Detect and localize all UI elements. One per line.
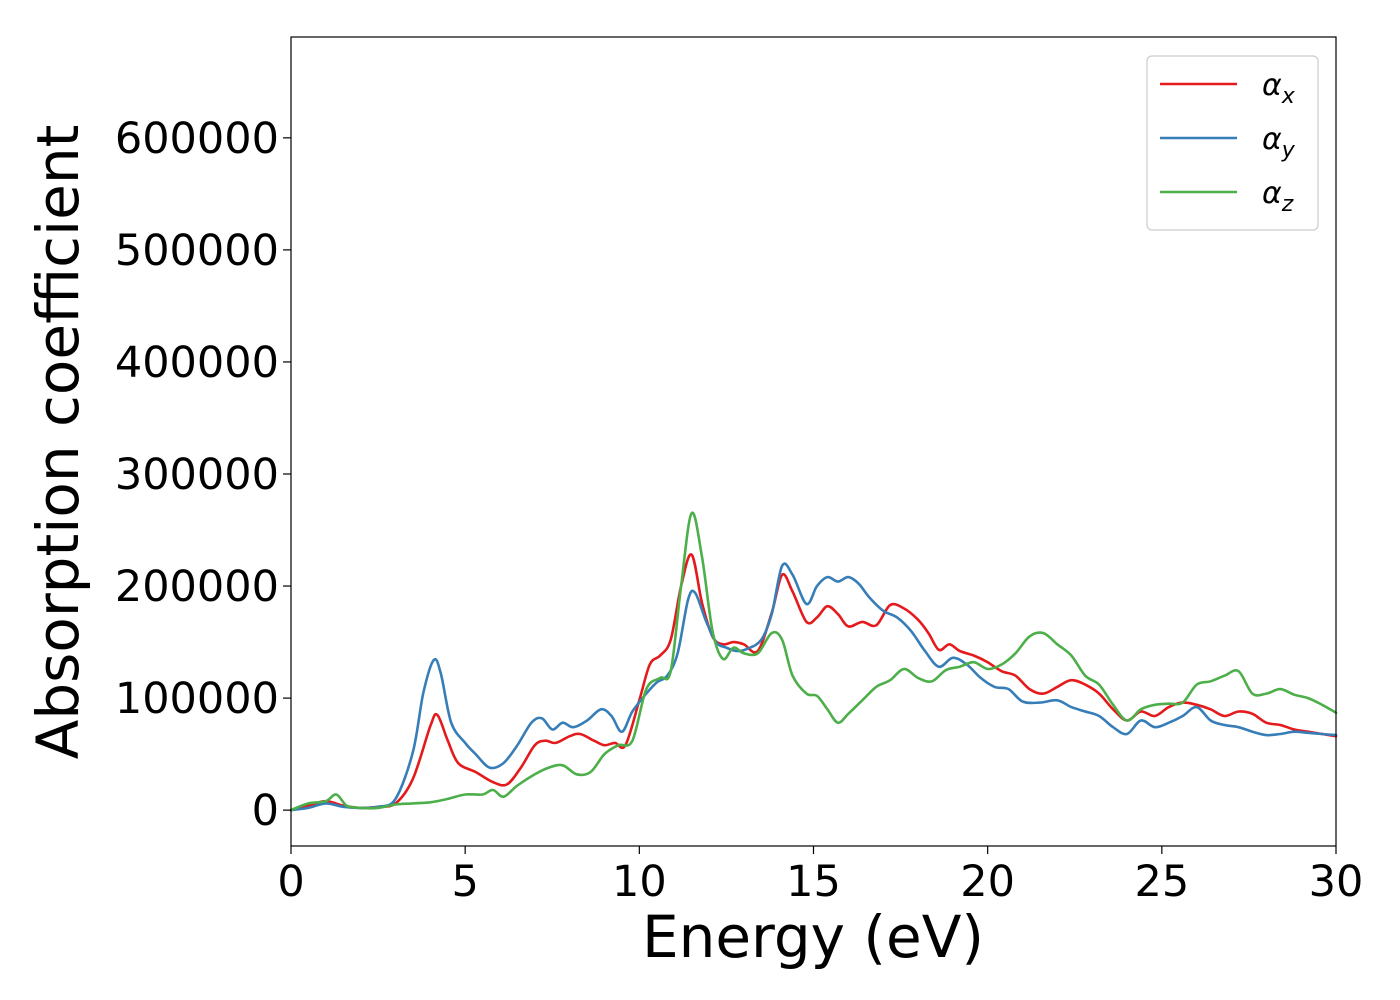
legend: αx αy αz (1146, 55, 1319, 231)
legend-label-y: αy (1262, 122, 1296, 163)
x-tick-label: 10 (612, 857, 667, 907)
series-group (289, 511, 1338, 812)
y-axis: 0 100000 200000 300000 400000 500000 600000 (115, 114, 291, 836)
series-line-x (289, 553, 1338, 812)
x-tick-label: 25 (1134, 857, 1189, 907)
y-tick-label: 0 (252, 786, 279, 836)
x-axis-title: Energy (eV) (642, 903, 984, 971)
x-tick-label: 30 (1309, 857, 1364, 907)
x-tick-label: 20 (960, 857, 1015, 907)
x-tick-label: 0 (277, 857, 304, 907)
x-axis: 0 5 10 15 20 25 30 (277, 846, 1363, 907)
series-line-y (289, 562, 1338, 812)
x-tick-label: 15 (786, 857, 841, 907)
series-line-z (289, 511, 1338, 812)
legend-label-x: αx (1262, 68, 1296, 109)
y-tick-label: 400000 (115, 338, 279, 388)
y-axis-title: Absorption coefficient (24, 125, 92, 760)
y-tick-label: 200000 (115, 562, 279, 612)
legend-label-z: αz (1262, 176, 1294, 217)
legend-box (1146, 55, 1319, 231)
y-tick-label: 300000 (115, 450, 279, 500)
y-tick-label: 600000 (115, 114, 279, 164)
y-tick-label: 500000 (115, 226, 279, 276)
x-tick-label: 5 (451, 857, 478, 907)
y-tick-label: 100000 (115, 674, 279, 724)
